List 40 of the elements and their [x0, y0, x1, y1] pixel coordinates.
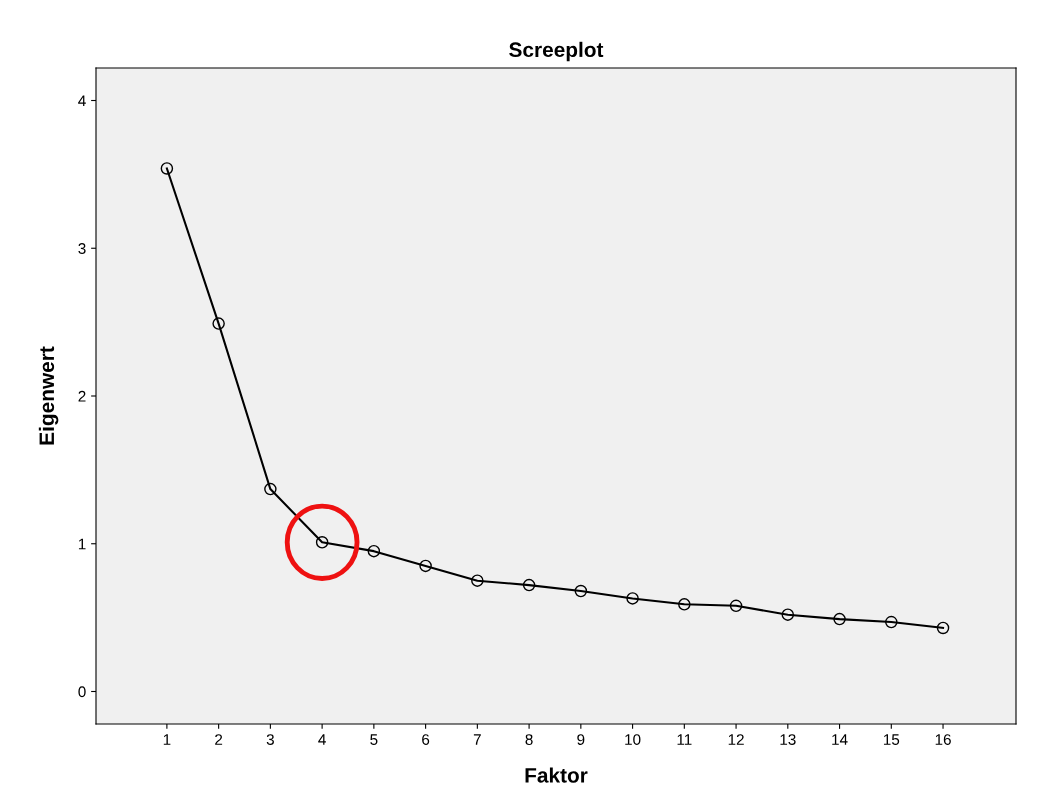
x-tick-label: 8 — [525, 734, 533, 745]
point — [729, 599, 743, 613]
x-tick-label: 2 — [215, 734, 223, 745]
x-tick-label: 10 — [625, 734, 641, 745]
x-tick-label: 5 — [370, 734, 378, 745]
y-tick-label: 2 — [78, 390, 86, 402]
point — [419, 559, 432, 573]
x-tick-label: 13 — [780, 734, 796, 745]
point — [626, 592, 639, 605]
chart-title: Screeplot — [509, 41, 604, 62]
x-tick-label: 4 — [318, 734, 326, 745]
y-tick-label: 4 — [78, 95, 86, 107]
x-tick-label: 14 — [832, 734, 848, 745]
point — [315, 536, 329, 549]
point — [522, 578, 536, 592]
x-tick-label: 6 — [422, 734, 430, 745]
y-tick-label: 1 — [78, 538, 86, 550]
x-tick-label: 15 — [883, 734, 900, 745]
point — [471, 574, 484, 587]
x-axis-title: Faktor — [525, 767, 588, 783]
point — [833, 612, 846, 626]
x-tick-label: 16 — [935, 734, 951, 745]
point — [574, 584, 588, 598]
y-axis-title: Eigenwert — [38, 346, 59, 445]
point — [936, 621, 950, 635]
point — [160, 162, 174, 175]
y-tick-label: 3 — [78, 243, 86, 254]
x-tick-label: 11 — [677, 734, 692, 745]
x-tick-label: 3 — [266, 734, 274, 745]
point — [264, 482, 277, 496]
x-tick-label: 1 — [163, 734, 171, 745]
point — [367, 544, 381, 558]
x-tick-label: 9 — [577, 734, 585, 745]
point — [781, 608, 795, 621]
y-tick-label: 0 — [78, 686, 86, 698]
x-tick-label: 12 — [728, 734, 744, 745]
x-tick-label: 7 — [473, 734, 481, 745]
point — [678, 598, 691, 611]
point — [885, 615, 898, 629]
point — [212, 317, 225, 330]
